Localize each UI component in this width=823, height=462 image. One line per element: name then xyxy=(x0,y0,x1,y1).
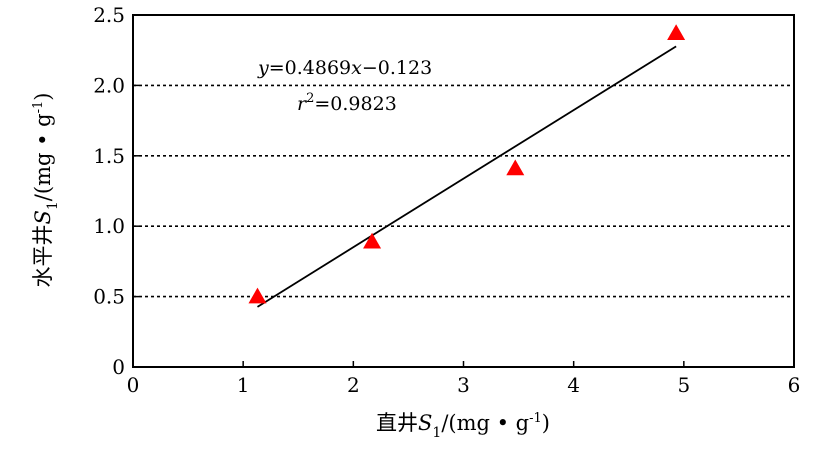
eq-y-var: y xyxy=(257,57,269,79)
y-axis-ticks: 0 0.5 1.0 1.5 2.0 2.5 xyxy=(93,3,139,379)
data-points xyxy=(248,24,686,304)
y-tick-label-0: 0 xyxy=(112,355,125,379)
r2-value: =0.9823 xyxy=(314,93,396,115)
y-axis-label: 水平井S1/(mg • g-1) xyxy=(31,93,61,288)
x-tick-label-0: 0 xyxy=(127,373,140,397)
data-point-1 xyxy=(363,232,382,249)
y-tick-label-1: 0.5 xyxy=(93,285,125,309)
x-axis-label: 直井S1/(mg • g-1) xyxy=(376,411,550,441)
x-tick-label-2: 2 xyxy=(347,373,360,397)
x-tick-label-1: 1 xyxy=(237,373,250,397)
y-axis-label-unit-close: ) xyxy=(31,93,55,101)
y-axis-label-unit-sup: -1 xyxy=(31,101,46,114)
y-tick-label-3: 1.5 xyxy=(93,144,125,168)
x-tick-label-6: 6 xyxy=(788,373,801,397)
fit-equation: y=0.4869x−0.123 xyxy=(257,57,432,79)
y-axis-label-unit: /(mg • g xyxy=(31,113,55,201)
x-axis-label-unit-sup: -1 xyxy=(529,411,542,426)
grid-lines xyxy=(133,84,794,298)
x-tick-label-5: 5 xyxy=(677,373,690,397)
x-axis-label-main: 直井 xyxy=(376,411,418,435)
x-axis-label-unit-close: ) xyxy=(542,411,550,435)
x-tick-label-4: 4 xyxy=(567,373,580,397)
x-axis-label-unit: /(mg • g xyxy=(441,411,529,435)
x-axis-label-sub: 1 xyxy=(432,425,441,441)
y-axis-label-sub: 1 xyxy=(45,201,61,210)
fit-line-group xyxy=(257,45,677,308)
r2-var: r xyxy=(297,93,308,115)
x-axis-ticks: 0 1 2 3 4 5 6 xyxy=(127,361,801,397)
data-point-2 xyxy=(506,159,525,176)
x-tick-label-3: 3 xyxy=(457,373,470,397)
x-axis-label-var: S xyxy=(418,411,432,435)
eq-x-var: x xyxy=(351,57,362,79)
y-tick-label-4: 2.0 xyxy=(93,73,125,97)
eq-intercept: −0.123 xyxy=(362,57,432,79)
eq-slope: =0.4869 xyxy=(269,57,351,79)
fit-line xyxy=(257,45,677,308)
r2-sup: 2 xyxy=(306,91,314,106)
y-axis-label-var: S xyxy=(31,210,55,224)
fit-r-squared: r2=0.9823 xyxy=(297,91,397,115)
data-point-0 xyxy=(248,287,267,304)
y-axis-label-main: 水平井 xyxy=(31,225,55,288)
data-point-3 xyxy=(667,24,686,41)
plot-frame xyxy=(132,14,795,368)
y-tick-label-5: 2.5 xyxy=(93,3,125,27)
y-tick-label-2: 1.0 xyxy=(93,214,125,238)
